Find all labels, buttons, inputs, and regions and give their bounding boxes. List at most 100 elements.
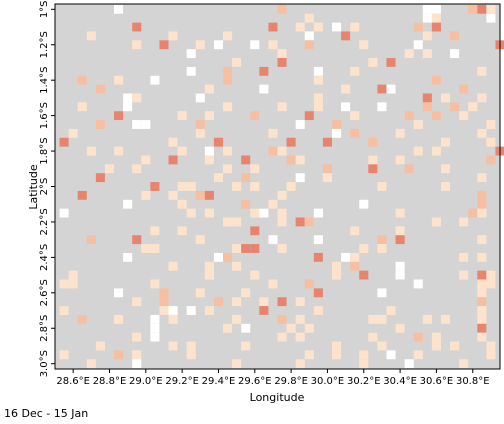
grid-cell [313,93,323,103]
grid-cell [223,102,233,112]
grid-cell [277,208,287,218]
grid-cell [204,155,214,165]
grid-cell [159,297,169,307]
grid-cell [232,261,242,271]
grid-cell [350,252,360,262]
x-tick-label: 29.4°E [202,376,236,387]
grid-cell [223,217,233,227]
grid-cell [486,4,496,14]
grid-cell [277,102,287,112]
grid-cell [350,226,360,236]
grid-cell [377,235,387,245]
grid-cell [123,102,133,112]
grid-cell [114,75,124,85]
y-tick-label: 1.4°S [39,67,50,94]
grid-cell [431,4,441,14]
grid-cell [286,155,296,165]
grid-cell [277,146,287,156]
grid-cell [77,314,87,324]
grid-cell [386,84,396,94]
grid-cell [68,128,78,138]
grid-cell [223,75,233,85]
grid-cell [331,22,342,32]
grid-cell [223,31,233,41]
y-tick-label: 1°S [39,0,50,18]
grid-cell [241,199,251,209]
grid-cell [223,252,233,262]
x-axis: 28.6°E 28.8°E 29.0°E 29.2°E 29.4°E 29.6°E 29.8… [56,369,490,387]
grid-cell [477,173,487,183]
grid-cell [268,22,278,32]
grid-cell [350,66,360,76]
grid-cell [477,332,487,342]
grid-cell [313,22,323,32]
y-tick-label: 2°S [39,178,50,196]
grid-cell [241,173,251,183]
grid-cell [150,323,160,333]
grid-cell [132,120,142,129]
grid-cell [440,93,451,103]
grid-cell [204,84,214,94]
grid-cell [450,31,460,41]
y-tick-label: 3.0°S [39,350,50,377]
grid-cell [395,128,405,138]
grid-cell [431,111,441,121]
grid-cell [377,102,387,112]
grid-cell [241,155,251,165]
grid-cell [341,102,351,112]
grid-cell [186,208,196,218]
grid-cell [477,190,487,200]
grid-cell [132,40,142,50]
grid-cell [422,49,432,59]
y-axis: 1°S 1.2°S 1.4°S 1.6°S 1.8°S 2°S 2.2°S 2.4°S 2.6°… [39,0,55,377]
grid-cell [232,244,242,253]
grid-cell [486,155,496,165]
grid-cell [132,350,142,360]
grid-cell [368,164,378,174]
grid-cell [195,235,205,245]
grid-cell [95,173,105,183]
grid-cell [459,270,469,280]
grid-cell [213,252,224,262]
grid-cell [350,111,360,121]
grid-cell [477,279,487,289]
x-tick-label: 28.6°E [56,376,90,387]
grid-cell [377,314,387,324]
grid-cell [477,252,487,262]
grid-cell [259,208,269,218]
grid-cell [359,244,369,253]
grid-cell [150,75,160,85]
grid-cell [77,190,87,200]
grid-cell [413,350,423,360]
grid-cell [141,120,151,129]
x-tick-label: 29.8°E [274,376,308,387]
grid-cell [150,226,160,236]
grid-cell [59,350,69,360]
grid-cell [223,164,233,174]
grid-cell [150,332,160,342]
grid-cell [477,199,487,209]
grid-cell [277,332,287,342]
grid-cell [186,49,196,59]
grid-cell [114,314,124,324]
grid-cell [313,288,323,298]
grid-cell [277,314,287,324]
grid-cell [295,120,305,129]
grid-cell [395,208,405,218]
period-label: 16 Dec - 15 Jan [4,407,89,420]
grid-cell [286,137,296,147]
grid-cell [304,111,314,121]
grid-cell [141,155,151,165]
grid-cell [477,66,487,76]
grid-cell [250,226,260,236]
grid-cell [377,341,387,351]
grid-cell [450,49,460,59]
grid-cell [150,314,160,324]
grid-cell [195,120,205,129]
grid-cell [322,173,332,183]
grid-cell [431,22,441,32]
grid-cell [114,111,124,121]
grid-cell [450,341,460,351]
y-tick-label: 2.4°S [39,244,50,271]
